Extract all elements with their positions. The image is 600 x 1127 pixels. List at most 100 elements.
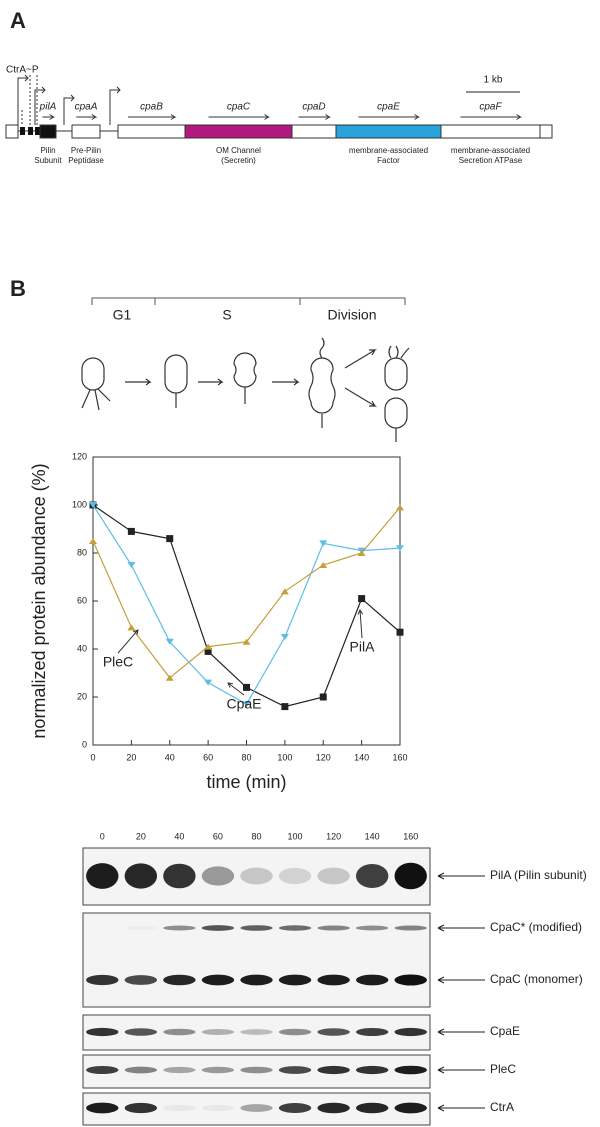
blot-band xyxy=(317,974,350,986)
blot-band xyxy=(394,974,427,986)
lane-label: 0 xyxy=(100,831,105,841)
y-tick-label: 60 xyxy=(77,595,87,605)
gene-arrow xyxy=(208,114,271,120)
lane-label: 100 xyxy=(288,831,303,841)
gene-arrow xyxy=(358,114,421,120)
site xyxy=(28,127,33,135)
gene-description: Pilin xyxy=(40,146,55,155)
blot-band xyxy=(124,1028,158,1036)
data-point xyxy=(204,679,213,686)
blot-band xyxy=(240,1104,273,1112)
site xyxy=(20,127,25,135)
blot-band xyxy=(201,1066,235,1074)
data-point xyxy=(319,540,328,547)
y-tick-label: 80 xyxy=(77,547,87,557)
blot-band xyxy=(240,974,273,986)
blot-band xyxy=(317,867,350,885)
data-point xyxy=(319,562,328,568)
annotation-arrow xyxy=(227,682,245,696)
y-tick-label: 120 xyxy=(72,451,87,461)
data-point xyxy=(165,674,174,681)
lane-label: 140 xyxy=(365,831,380,841)
gene xyxy=(440,124,541,139)
data-point xyxy=(242,701,251,708)
data-point xyxy=(89,502,97,508)
gene xyxy=(71,124,101,139)
annotation-arrow xyxy=(357,608,364,639)
stage-label: Division xyxy=(327,307,376,323)
gene-name: cpaB xyxy=(140,102,163,113)
blot-band xyxy=(240,925,273,931)
blot-band xyxy=(394,925,427,931)
data-point xyxy=(242,638,251,645)
blot-band xyxy=(278,867,312,885)
panel-label: A xyxy=(10,8,26,33)
blot-band xyxy=(317,1102,350,1114)
data-point xyxy=(127,527,135,535)
blot-band xyxy=(355,1102,389,1114)
blot-band xyxy=(355,974,389,986)
blot-band xyxy=(124,863,158,889)
gene-name: cpaE xyxy=(377,102,400,113)
label-arrow xyxy=(437,1028,485,1036)
lane-label: 20 xyxy=(136,831,146,841)
blot-band xyxy=(240,1066,273,1074)
gene-arrow xyxy=(298,114,332,120)
blot-band xyxy=(201,866,235,886)
gene-description: Subunit xyxy=(34,156,62,165)
blot-band xyxy=(201,1029,235,1035)
gene xyxy=(291,124,337,139)
blot-band xyxy=(278,1028,312,1036)
gene-description: OM Channel xyxy=(216,146,261,155)
x-tick-label: 40 xyxy=(165,752,175,762)
gene-arrow xyxy=(460,114,523,120)
gene xyxy=(184,124,293,139)
gene-description: membrane-associated xyxy=(349,146,428,155)
promoter-label: CtrA~P xyxy=(6,65,39,76)
series-annotation: PleC xyxy=(103,654,133,670)
data-point xyxy=(280,588,289,595)
blot-band xyxy=(163,1028,196,1036)
gene-arrow xyxy=(76,114,98,120)
blot-band xyxy=(355,1028,389,1036)
blot-band xyxy=(201,974,235,986)
x-tick-label: 120 xyxy=(316,752,331,762)
series-line xyxy=(92,504,401,706)
blot-band xyxy=(355,864,389,888)
band-label: PleC xyxy=(490,1062,516,1076)
promoter-arrow xyxy=(34,86,46,125)
gene-name: cpaC xyxy=(227,102,251,113)
label-arrow xyxy=(437,1104,485,1112)
blot-band xyxy=(240,867,273,885)
data-point xyxy=(357,550,366,556)
data-point xyxy=(280,634,289,640)
gene xyxy=(335,124,442,139)
gene-name: cpaA xyxy=(75,102,98,113)
stage-bracket xyxy=(91,297,406,305)
band-label: CpaE xyxy=(490,1024,520,1038)
band-label: PilA (Pilin subunit) xyxy=(490,868,587,882)
blot-band xyxy=(163,1104,196,1112)
blot-band xyxy=(163,863,196,889)
scale-label: 1 kb xyxy=(484,75,503,86)
gene-description: Peptidase xyxy=(68,156,104,165)
gene-name: cpaD xyxy=(302,102,325,113)
data-point xyxy=(243,683,250,691)
label-arrow xyxy=(437,1066,485,1074)
y-tick-label: 0 xyxy=(82,739,87,749)
x-axis-label: time (min) xyxy=(207,772,287,792)
blot-band xyxy=(86,974,119,986)
promoter-arrow xyxy=(109,86,121,125)
series-line xyxy=(92,504,401,708)
blot-band xyxy=(394,1065,427,1075)
blot-band xyxy=(124,1102,158,1114)
x-tick-label: 160 xyxy=(392,752,407,762)
gene-arrow xyxy=(128,114,177,120)
gene-description: Secretion ATPase xyxy=(459,156,523,165)
band-label: CpaC* (modified) xyxy=(490,920,582,934)
blot-band xyxy=(317,1065,350,1075)
blot-band xyxy=(317,1028,350,1036)
label-arrow xyxy=(437,872,485,880)
x-tick-label: 0 xyxy=(90,752,95,762)
